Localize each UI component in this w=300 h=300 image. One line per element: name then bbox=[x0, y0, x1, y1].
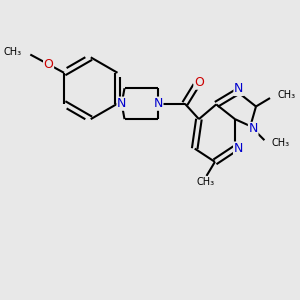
Text: CH₃: CH₃ bbox=[4, 47, 22, 57]
Text: O: O bbox=[44, 58, 53, 71]
Text: O: O bbox=[194, 76, 204, 89]
Text: CH₃: CH₃ bbox=[272, 138, 290, 148]
Text: N: N bbox=[117, 97, 126, 110]
Text: N: N bbox=[154, 97, 163, 110]
Text: N: N bbox=[234, 142, 243, 155]
Text: CH₃: CH₃ bbox=[196, 176, 214, 187]
Text: N: N bbox=[248, 122, 258, 135]
Text: N: N bbox=[234, 82, 243, 95]
Text: CH₃: CH₃ bbox=[277, 90, 295, 100]
